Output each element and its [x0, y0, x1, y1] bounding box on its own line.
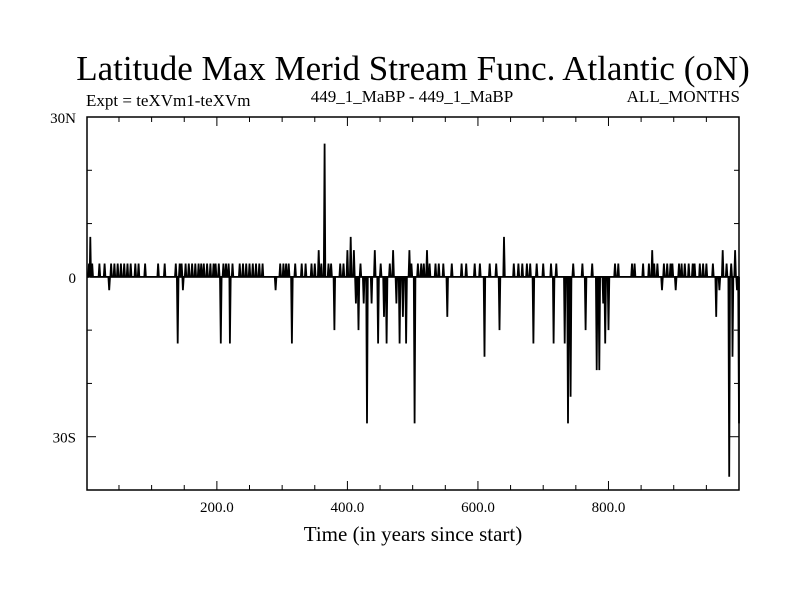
y-tick-label: 30N — [50, 111, 76, 127]
y-tick-label: 30S — [53, 431, 76, 447]
y-tick-label: 0 — [69, 271, 77, 287]
chart-title: Latitude Max Merid Stream Func. Atlantic… — [76, 49, 750, 88]
subtitle-right: ALL_MONTHS — [627, 87, 740, 106]
x-tick-label: 800.0 — [592, 500, 626, 516]
tick-labels: 200.0 400.0 600.0 800.0 30N 0 30S — [50, 111, 625, 516]
x-tick-label: 200.0 — [200, 500, 234, 516]
x-tick-label: 600.0 — [461, 500, 495, 516]
plot-frame — [86, 116, 740, 491]
x-axis-label: Time (in years since start) — [304, 522, 523, 546]
x-tick-label: 400.0 — [331, 500, 365, 516]
axis-ticks — [87, 117, 739, 490]
subtitle-center: 449_1_MaBP - 449_1_MaBP — [311, 87, 513, 106]
subtitle-left: Expt = teXVm1-teXVm — [86, 91, 250, 110]
series-line — [87, 143, 740, 477]
